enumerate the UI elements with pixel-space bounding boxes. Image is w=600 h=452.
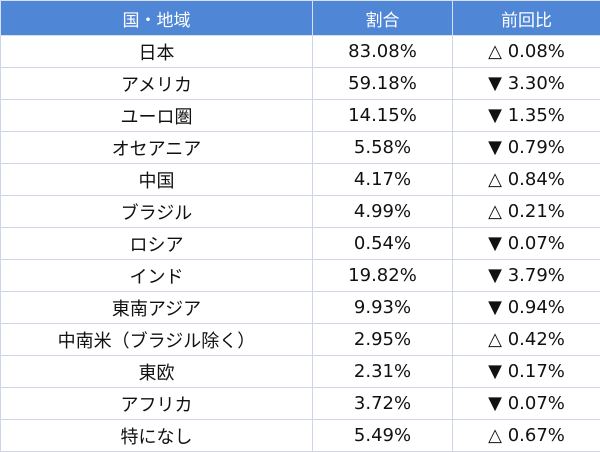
region-cell: 東南アジア xyxy=(0,291,313,324)
header-cell: 国・地域 xyxy=(0,0,313,36)
table-row: ユーロ圏 14.15% ▼ 1.35% xyxy=(0,99,600,132)
header-row: 国・地域 割合 前回比 xyxy=(0,0,600,36)
change-cell: △ 0.42% xyxy=(452,323,600,356)
table-row: 日本 83.08% △ 0.08% xyxy=(0,35,600,68)
region-cell: インド xyxy=(0,259,313,292)
change-cell: ▼ 1.35% xyxy=(452,99,600,132)
region-cell: ユーロ圏 xyxy=(0,99,313,132)
change-cell: △ 0.84% xyxy=(452,163,600,196)
change-cell: ▼ 3.30% xyxy=(452,67,600,100)
share-cell: 9.93% xyxy=(312,291,453,324)
header-cell: 前回比 xyxy=(452,0,600,36)
change-cell: ▼ 0.94% xyxy=(452,291,600,324)
share-cell: 14.15% xyxy=(312,99,453,132)
share-cell: 4.17% xyxy=(312,163,453,196)
table-body: 日本 83.08% △ 0.08% アメリカ 59.18% ▼ 3.30% ユーロ圏 14.1… xyxy=(0,35,600,452)
change-cell: △ 0.67% xyxy=(452,419,600,452)
share-cell: 2.31% xyxy=(312,355,453,388)
share-cell: 4.99% xyxy=(312,195,453,228)
change-cell: ▼ 0.07% xyxy=(452,387,600,420)
region-cell: 東欧 xyxy=(0,355,313,388)
change-cell: △ 0.21% xyxy=(452,195,600,228)
table-row: 東欧 2.31% ▼ 0.17% xyxy=(0,355,600,388)
share-cell: 5.49% xyxy=(312,419,453,452)
change-cell: ▼ 0.17% xyxy=(452,355,600,388)
region-cell: 日本 xyxy=(0,35,313,68)
change-cell: ▼ 0.79% xyxy=(452,131,600,164)
share-cell: 83.08% xyxy=(312,35,453,68)
region-cell: オセアニア xyxy=(0,131,313,164)
region-cell: 中南米（ブラジル除く） xyxy=(0,323,313,356)
share-cell: 59.18% xyxy=(312,67,453,100)
table-row: 東南アジア 9.93% ▼ 0.94% xyxy=(0,291,600,324)
share-cell: 5.58% xyxy=(312,131,453,164)
change-cell: △ 0.08% xyxy=(452,35,600,68)
table-row: 中南米（ブラジル除く） 2.95% △ 0.42% xyxy=(0,323,600,356)
region-cell: 中国 xyxy=(0,163,313,196)
table-row: インド 19.82% ▼ 3.79% xyxy=(0,259,600,292)
share-cell: 0.54% xyxy=(312,227,453,260)
table-row: ブラジル 4.99% △ 0.21% xyxy=(0,195,600,228)
region-cell: ロシア xyxy=(0,227,313,260)
change-cell: ▼ 0.07% xyxy=(452,227,600,260)
share-cell: 3.72% xyxy=(312,387,453,420)
region-cell: ブラジル xyxy=(0,195,313,228)
table-row: オセアニア 5.58% ▼ 0.79% xyxy=(0,131,600,164)
region-cell: アフリカ xyxy=(0,387,313,420)
table-row: アフリカ 3.72% ▼ 0.07% xyxy=(0,387,600,420)
table-row: アメリカ 59.18% ▼ 3.30% xyxy=(0,67,600,100)
table-row: 特になし 5.49% △ 0.67% xyxy=(0,419,600,452)
region-cell: 特になし xyxy=(0,419,313,452)
change-cell: ▼ 3.79% xyxy=(452,259,600,292)
table-header: 国・地域 割合 前回比 xyxy=(0,0,600,36)
region-cell: アメリカ xyxy=(0,67,313,100)
header-cell: 割合 xyxy=(312,0,453,36)
table-row: ロシア 0.54% ▼ 0.07% xyxy=(0,227,600,260)
share-cell: 19.82% xyxy=(312,259,453,292)
table-row: 中国 4.17% △ 0.84% xyxy=(0,163,600,196)
share-cell: 2.95% xyxy=(312,323,453,356)
